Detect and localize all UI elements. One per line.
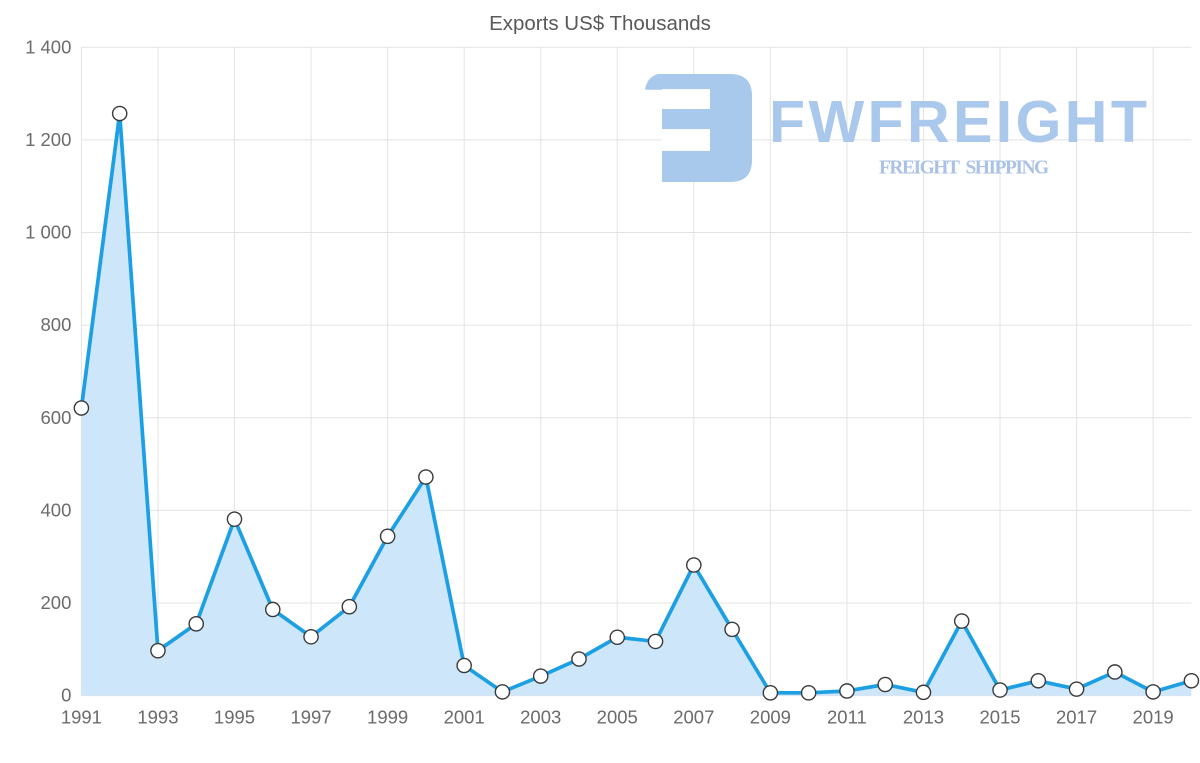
svg-text:1 000: 1 000: [25, 222, 71, 243]
svg-text:2009: 2009: [750, 707, 791, 728]
svg-text:1 200: 1 200: [25, 129, 71, 150]
svg-text:2019: 2019: [1133, 707, 1174, 728]
svg-text:600: 600: [41, 407, 72, 428]
svg-text:2015: 2015: [979, 707, 1020, 728]
svg-text:400: 400: [41, 499, 72, 520]
svg-text:800: 800: [41, 314, 72, 335]
svg-text:1 400: 1 400: [25, 36, 71, 57]
svg-text:2017: 2017: [1056, 707, 1097, 728]
svg-text:0: 0: [61, 685, 71, 706]
svg-text:200: 200: [41, 592, 72, 613]
svg-text:2013: 2013: [903, 707, 944, 728]
svg-text:FWFREIGHT: FWFREIGHT: [769, 89, 1150, 155]
svg-text:2001: 2001: [444, 707, 485, 728]
svg-text:1993: 1993: [137, 707, 178, 728]
svg-text:2003: 2003: [520, 707, 561, 728]
svg-text:1997: 1997: [290, 707, 331, 728]
svg-text:2007: 2007: [673, 707, 714, 728]
svg-text:1995: 1995: [214, 707, 255, 728]
svg-text:1991: 1991: [61, 707, 102, 728]
svg-text:2011: 2011: [827, 707, 867, 728]
svg-text:2005: 2005: [597, 707, 638, 728]
svg-text:1999: 1999: [367, 707, 408, 728]
svg-text:FREIGHT SHIPPING: FREIGHT SHIPPING: [879, 157, 1049, 178]
